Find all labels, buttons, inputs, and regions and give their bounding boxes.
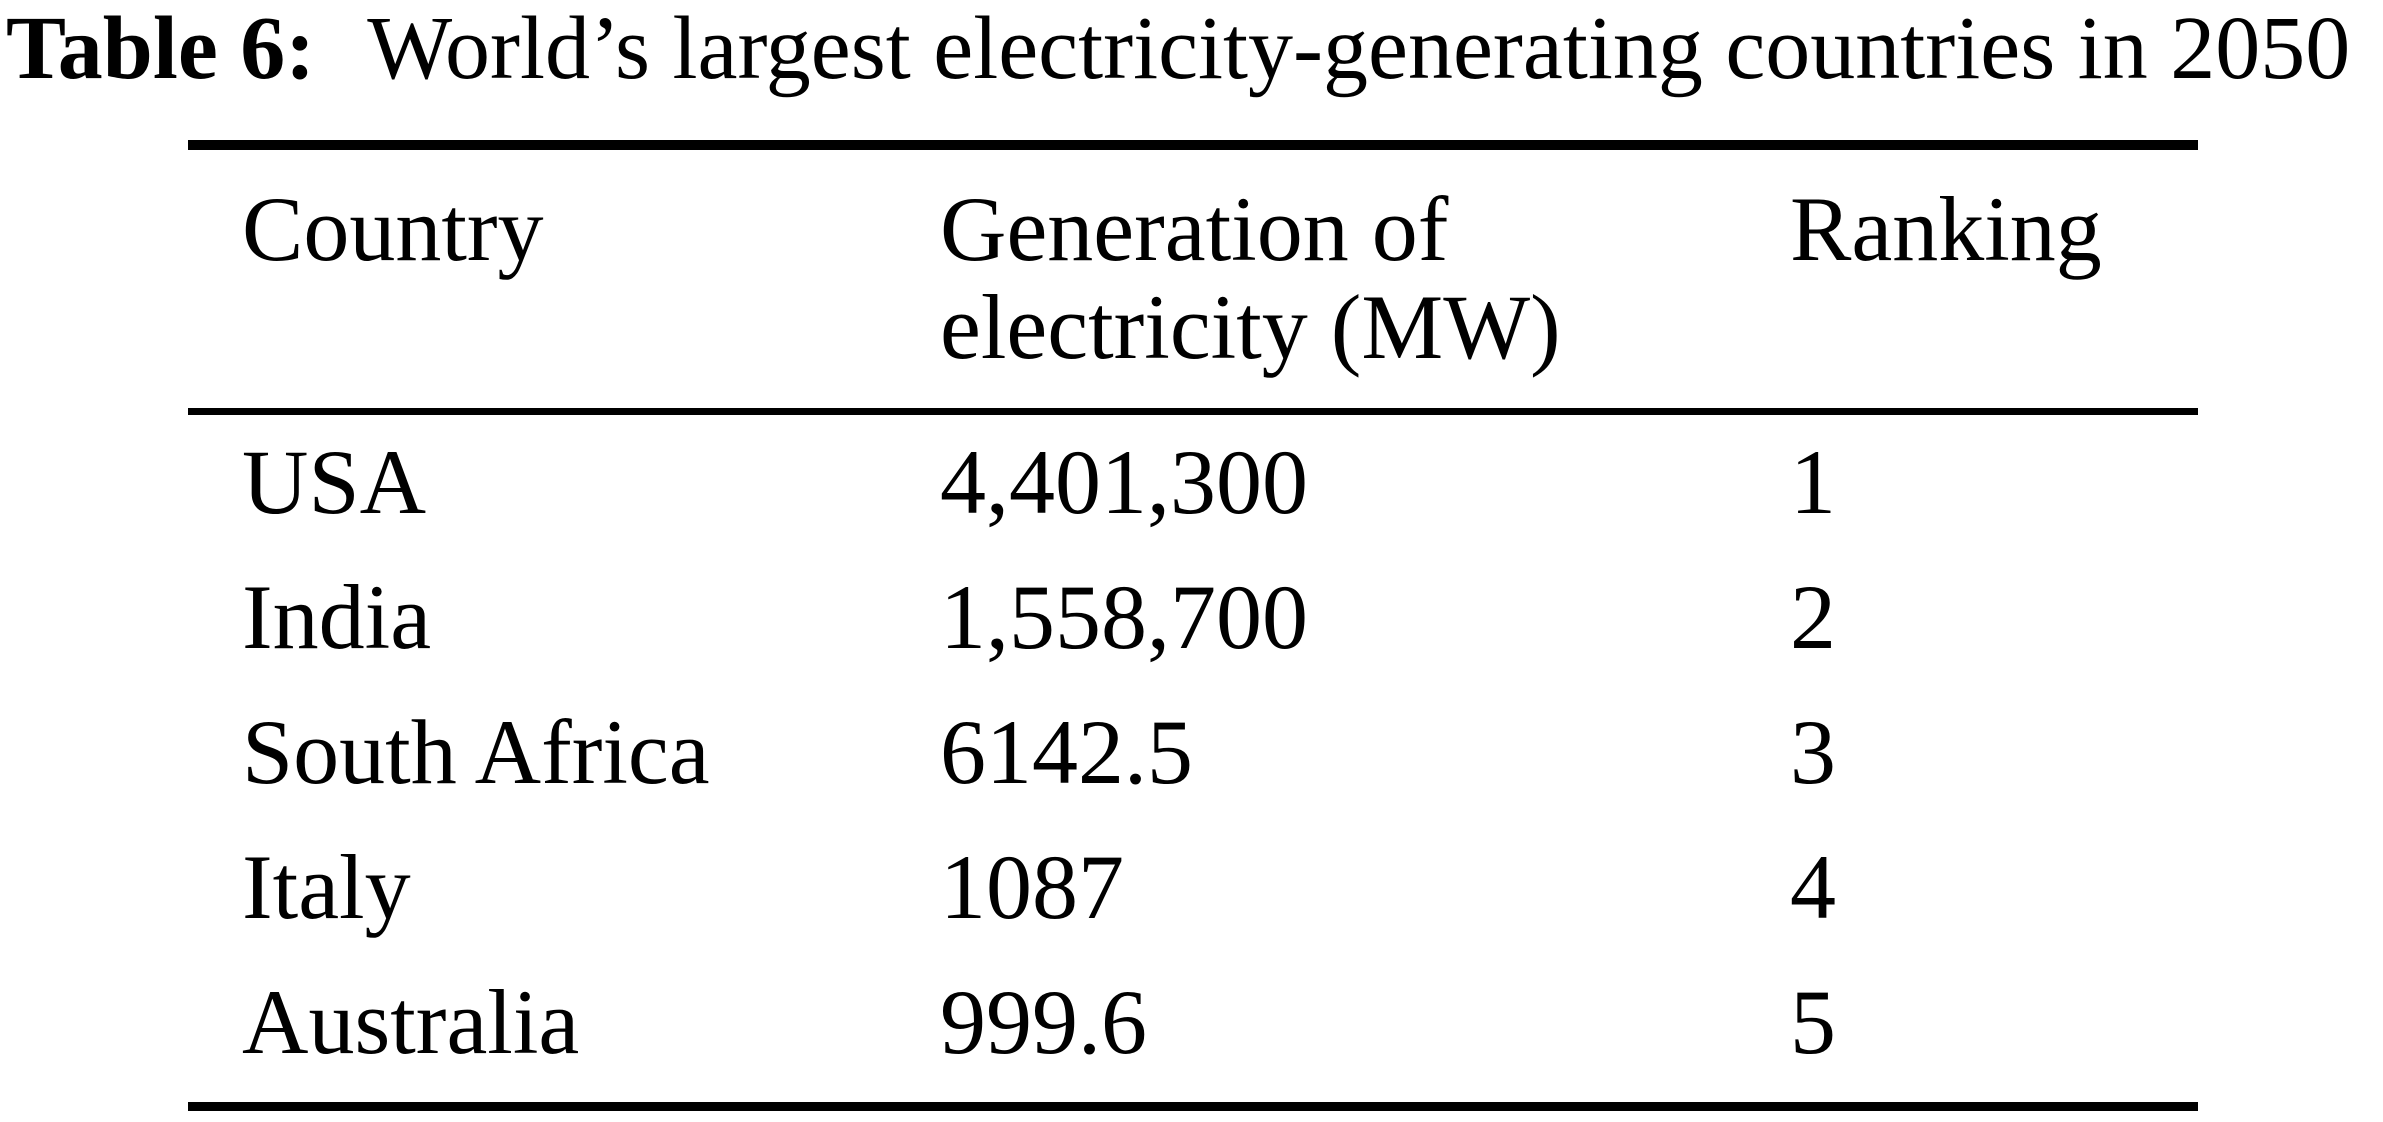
- table-bottom-rule: [188, 1101, 2198, 1111]
- cell-generation: 4,401,300: [940, 431, 1308, 534]
- cell-generation: 999.6: [940, 971, 1147, 1074]
- table-header-row: Country Generation of electricity (MW) R…: [188, 150, 2198, 408]
- header-generation-line1: Generation of: [940, 178, 1449, 280]
- table-row-australia: Australia 999.6 5: [188, 955, 2198, 1090]
- cell-generation: 1,558,700: [940, 566, 1308, 669]
- header-generation: Generation of electricity (MW): [940, 178, 1790, 378]
- table-row-usa: USA 4,401,300 1: [188, 415, 2198, 550]
- header-ranking: Ranking: [1790, 178, 2102, 280]
- table-caption-label: Table 6:: [6, 0, 316, 98]
- cell-ranking: 3: [1790, 701, 1836, 804]
- table-body: USA 4,401,300 1 India 1,558,700 2 South …: [188, 415, 2198, 1102]
- cell-country: Australia: [242, 971, 580, 1074]
- table-mid-rule: [188, 407, 2198, 415]
- cell-generation: 6142.5: [940, 701, 1193, 804]
- cell-country: USA: [242, 431, 427, 534]
- table-row-south-africa: South Africa 6142.5 3: [188, 685, 2198, 820]
- cell-country: India: [242, 566, 432, 669]
- cell-ranking: 4: [1790, 836, 1836, 939]
- cell-country: South Africa: [242, 701, 710, 804]
- table-caption: Table 6: World’s largest electricity-gene…: [6, 0, 2350, 102]
- cell-country: Italy: [242, 836, 411, 939]
- table-row-italy: Italy 1087 4: [188, 820, 2198, 955]
- table-top-rule: [188, 140, 2198, 150]
- cell-ranking: 2: [1790, 566, 1836, 669]
- cell-generation: 1087: [940, 836, 1124, 939]
- header-generation-line2: electricity (MW): [940, 275, 1561, 378]
- table-caption-text: World’s largest electricity-generating c…: [367, 0, 2351, 98]
- cell-ranking: 5: [1790, 971, 1836, 1074]
- table-row-india: India 1,558,700 2: [188, 550, 2198, 685]
- table-bottom-spacer: [188, 1090, 2198, 1102]
- header-country: Country: [242, 178, 544, 280]
- cell-ranking: 1: [1790, 431, 1836, 534]
- table-6: Country Generation of electricity (MW) R…: [188, 140, 2198, 1111]
